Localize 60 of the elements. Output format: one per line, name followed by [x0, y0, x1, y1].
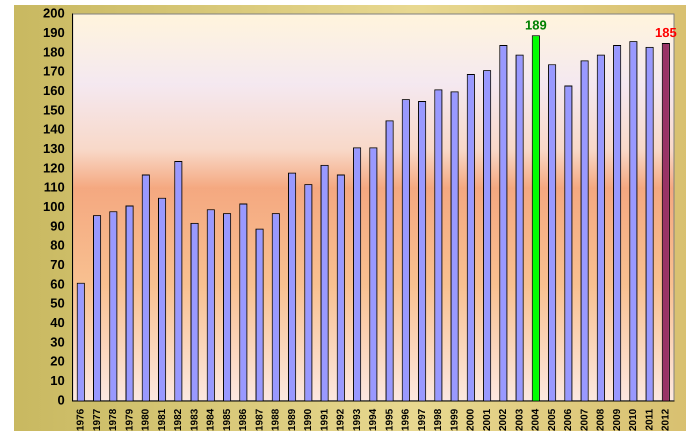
x-tick-label: 1979 [124, 408, 136, 432]
x-tick-label: 1989 [286, 408, 298, 432]
x-tick-label: 1982 [173, 408, 184, 432]
y-tick-label: 90 [50, 218, 65, 234]
x-tick-label: 2003 [514, 408, 526, 432]
x-tick-label: 2002 [498, 408, 510, 432]
x-tick-label: 2001 [482, 408, 493, 432]
y-tick-label: 10 [50, 372, 65, 388]
y-tick-label: 80 [50, 238, 65, 253]
data-label: 185 [655, 25, 677, 40]
x-tick-label: 1977 [92, 408, 103, 432]
y-tick-label: 100 [42, 198, 65, 214]
x-tick-label: 2009 [612, 408, 623, 432]
y-tick-label: 160 [42, 82, 65, 98]
y-tick-label: 170 [42, 64, 65, 79]
y-tick-label: 40 [50, 314, 65, 330]
x-tick-label: 1997 [416, 408, 428, 432]
x-tick-label: 1986 [238, 408, 250, 432]
x-tick-label: 1995 [384, 408, 396, 432]
x-tick-label: 1991 [319, 408, 330, 432]
x-tick-label: 1987 [254, 408, 266, 432]
x-tick-label: 2005 [546, 408, 558, 432]
x-tick-label: 2010 [628, 408, 640, 432]
x-tick-label: 1985 [222, 408, 233, 432]
x-tick-label: 2007 [579, 408, 590, 432]
x-tick-label: 2006 [563, 408, 574, 432]
x-tick-label: 1981 [156, 408, 168, 432]
y-tick-label: 0 [57, 392, 65, 408]
x-tick-label: 1980 [140, 408, 152, 432]
y-tick-label: 50 [50, 296, 65, 311]
y-tick-label: 70 [50, 256, 65, 272]
y-tick-label: 150 [42, 102, 65, 118]
x-tick-label: 1978 [108, 408, 120, 432]
x-tick-label: 1984 [206, 408, 217, 432]
y-tick-label: 180 [42, 44, 65, 60]
x-tick-label: 2012 [660, 408, 672, 432]
x-tick-label: 2004 [530, 408, 542, 432]
x-tick-label: 2000 [466, 408, 477, 432]
x-tick-label: 1996 [400, 408, 412, 432]
y-tick-label: 30 [50, 334, 65, 350]
y-tick-label: 200 [42, 6, 65, 21]
x-tick-label: 1990 [303, 408, 314, 432]
y-tick-label: 130 [42, 140, 65, 156]
x-tick-label: 1994 [368, 408, 380, 432]
y-tick-label: 140 [42, 122, 65, 137]
y-tick-label: 60 [50, 276, 65, 292]
x-tick-label: 1992 [336, 408, 347, 432]
data-label: 189 [525, 17, 547, 32]
x-tick-label: 1976 [76, 408, 87, 432]
x-tick-label: 1999 [449, 408, 460, 432]
x-tick-label: 1983 [189, 408, 200, 432]
y-tick-label: 110 [44, 180, 65, 195]
y-tick-label: 20 [50, 354, 65, 369]
x-tick-label: 2011 [644, 408, 656, 430]
x-tick-label: 1998 [433, 408, 444, 432]
x-tick-label: 2008 [596, 408, 607, 432]
y-tick-label: 190 [42, 24, 65, 40]
x-tick-label: 1988 [270, 408, 282, 432]
y-tick-label: 120 [42, 160, 65, 176]
x-tick-label: 1993 [352, 408, 363, 432]
